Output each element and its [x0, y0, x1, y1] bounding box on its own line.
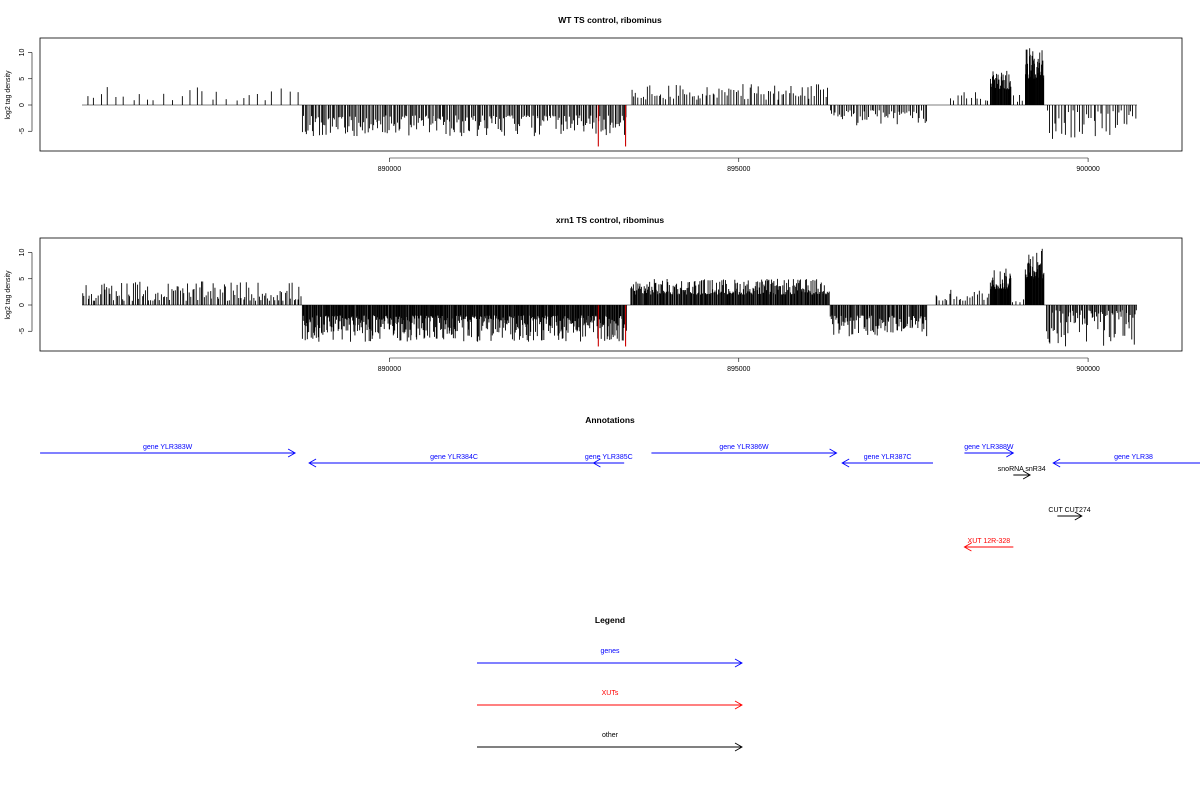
legend-item: XUTs	[477, 690, 743, 710]
feature-arrow-head	[963, 542, 972, 552]
annotation-feature: gene YLR387C	[841, 454, 933, 468]
y-tick-label: 10	[19, 49, 26, 57]
wt-plot-frame	[39, 37, 1183, 152]
xrn1-plot-frame	[39, 237, 1183, 352]
x-tick-label: 890000	[378, 366, 401, 373]
legend-item: genes	[477, 648, 743, 668]
annotation-features: gene YLR383W gene YLR384C gene YLR385C gene…	[40, 444, 1200, 552]
wt-red-markers	[597, 105, 627, 147]
feature-label: CUT CUT274	[1048, 507, 1090, 514]
annotation-feature: gene YLR388W	[964, 444, 1015, 458]
feature-label: gene YLR387C	[864, 454, 912, 461]
wt-y-axis: 10 5 0 -5	[19, 49, 33, 134]
feature-arrow-head	[1006, 448, 1015, 458]
feature-arrow-head	[841, 458, 850, 468]
xrn1-red-markers	[597, 305, 627, 347]
annotation-feature: gene YLR383W	[40, 444, 297, 458]
annotation-feature: gene YLR384C	[308, 454, 600, 468]
feature-label: snoRNA snR34	[998, 466, 1046, 473]
wt-x-axis: 890000 895000 900000	[378, 157, 1100, 173]
feature-arrow-head	[1022, 470, 1032, 480]
xrn1-y-axis-label: log2 tag density	[5, 270, 12, 320]
legend-item: other	[477, 732, 743, 752]
wt-track-title: WT TS control, ribominus	[558, 15, 662, 25]
x-tick-label: 895000	[727, 366, 750, 373]
y-tick-label: 0	[19, 103, 26, 107]
x-tick-label: 890000	[378, 166, 401, 173]
x-tick-label: 895000	[727, 166, 750, 173]
xrn1-y-axis: 10 5 0 -5	[19, 249, 33, 334]
feature-label: gene YLR383W	[143, 444, 193, 451]
xrn1-bar-series	[82, 248, 1137, 347]
annotation-feature: gene YLR38	[1052, 454, 1200, 468]
feature-label: gene YLR38	[1114, 454, 1153, 461]
y-tick-label: 10	[19, 249, 26, 257]
xrn1-track-panel: xrn1 TS control, ribominus log2 tag dens…	[5, 215, 1183, 373]
annotation-feature: gene YLR386W	[651, 444, 838, 458]
legend-items: genes XUTs other	[477, 648, 743, 752]
xrn1-track-title: xrn1 TS control, ribominus	[556, 215, 664, 225]
legend-label: genes	[600, 648, 620, 655]
annotation-feature: gene YLR385C	[585, 454, 633, 468]
feature-arrow-head	[1052, 458, 1061, 468]
y-tick-label: -5	[19, 328, 26, 334]
wt-track-panel: WT TS control, ribominus log2 tag densit…	[5, 15, 1183, 173]
feature-arrow-head	[1074, 511, 1083, 521]
wt-y-axis-label: log2 tag density	[5, 70, 12, 120]
annotation-feature: CUT CUT274	[1048, 507, 1091, 521]
feature-arrow-head	[592, 458, 601, 468]
legend-arrow-head	[734, 658, 743, 668]
feature-label: gene YLR384C	[430, 454, 478, 461]
legend-arrow-head	[734, 742, 743, 752]
annotation-feature: XUT 12R-328	[963, 538, 1014, 552]
legend-label: other	[602, 732, 619, 739]
xrn1-x-axis: 890000 895000 900000	[378, 357, 1100, 373]
annotations-title: Annotations	[585, 415, 635, 425]
annotation-feature: snoRNA snR34	[998, 466, 1046, 480]
x-tick-label: 900000	[1076, 166, 1099, 173]
feature-arrow-head	[308, 458, 317, 468]
legend-arrow-head	[734, 700, 743, 710]
feature-label: gene YLR386W	[719, 444, 769, 451]
feature-arrow-head	[287, 448, 297, 458]
feature-label: gene YLR385C	[585, 454, 633, 461]
legend-label: XUTs	[602, 690, 619, 697]
legend-panel: Legend genes XUTs other	[477, 615, 743, 752]
wt-bar-series	[87, 48, 1137, 139]
feature-arrow-head	[829, 448, 838, 458]
feature-label: gene YLR388W	[964, 444, 1014, 451]
feature-label: XUT 12R-328	[968, 538, 1011, 545]
y-tick-label: -5	[19, 128, 26, 134]
y-tick-label: 0	[19, 303, 26, 307]
x-tick-label: 900000	[1076, 366, 1099, 373]
y-tick-label: 5	[19, 277, 26, 281]
legend-title: Legend	[595, 615, 625, 625]
y-tick-label: 5	[19, 77, 26, 81]
